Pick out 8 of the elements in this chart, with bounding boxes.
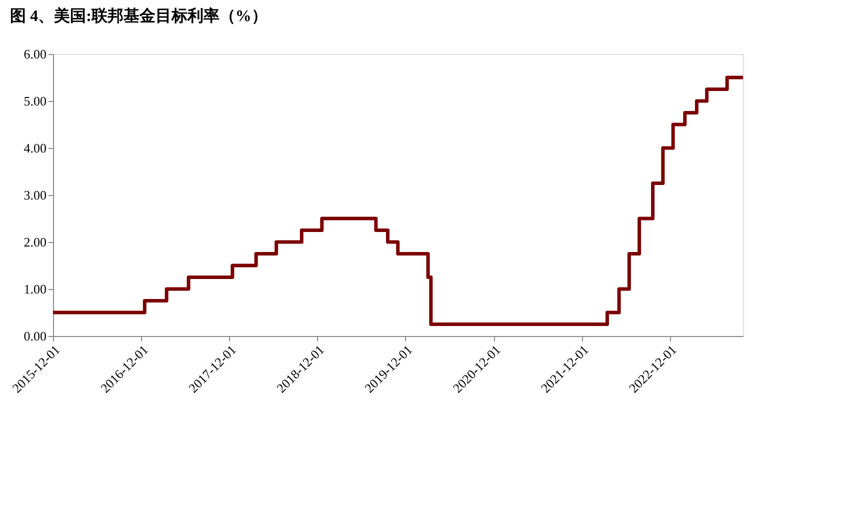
y-tick-label: 6.00 <box>24 46 46 62</box>
chart-title: 图 4、美国:联邦基金目标利率（%） <box>10 6 268 25</box>
y-tick-label: 4.00 <box>24 140 46 156</box>
y-tick-label: 3.00 <box>24 188 46 202</box>
y-tick-label: 2.00 <box>24 234 46 250</box>
y-tick-label: 1.00 <box>24 282 46 296</box>
y-tick-label: 0.00 <box>24 328 46 344</box>
y-tick-label: 5.00 <box>24 94 46 108</box>
